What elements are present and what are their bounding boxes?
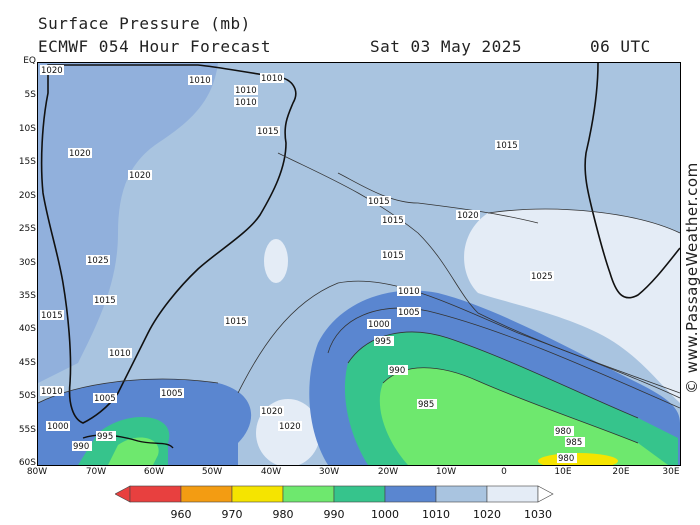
legend-label: 1020: [473, 508, 501, 521]
isobar-label: 1010: [235, 98, 257, 108]
isobar-label: 995: [97, 432, 113, 442]
legend-label: 1030: [524, 508, 552, 521]
legend-swatch: [129, 485, 182, 503]
isobar-label: 1015: [382, 251, 404, 261]
isobar-label: 1005: [161, 389, 183, 399]
pressure-map: 1010 1010 1010 1010 1015 1015 1015 1015 …: [37, 62, 681, 466]
lon-label: 30E: [662, 467, 680, 477]
chart-title: Surface Pressure (mb): [38, 14, 251, 33]
lat-label: 60S: [18, 458, 36, 468]
africa-coastline: [584, 63, 680, 299]
legend-swatch: [231, 485, 284, 503]
pressure-field-svg: 1010 1010 1010 1010 1015 1015 1015 1015 …: [38, 63, 680, 465]
isobar-label: 985: [418, 400, 434, 410]
legend-label: 990: [323, 508, 345, 521]
isobar-label: 1020: [69, 149, 91, 159]
isobar-label: 1010: [41, 387, 63, 397]
model-label: ECMWF 054 Hour Forecast: [38, 37, 272, 56]
lon-label: 50W: [201, 467, 223, 477]
lat-label: 25S: [18, 224, 36, 234]
isobar-label: 1025: [531, 272, 553, 282]
isobar-label: 1010: [261, 74, 283, 84]
lat-label: 45S: [18, 358, 36, 368]
isobar-label: 1025: [87, 256, 109, 266]
isobar-label: 1015: [496, 141, 518, 151]
isobar-label: 1015: [368, 197, 390, 207]
legend-swatch: [384, 485, 437, 503]
lat-label: 35S: [18, 291, 36, 301]
forecast-time: 06 UTC: [590, 37, 651, 56]
isobar-label: 1015: [225, 317, 247, 327]
isobar-label: 1010: [109, 349, 131, 359]
isobar-label: 1020: [457, 211, 479, 221]
lat-label: 10S: [18, 124, 36, 134]
lat-label: 5S: [24, 90, 36, 100]
high-pressure-zone: [464, 209, 680, 403]
legend-label: 980: [272, 508, 294, 521]
lat-label: EQ: [23, 56, 36, 66]
lon-label: 10W: [435, 467, 457, 477]
legend-swatch: [486, 485, 539, 503]
lat-label: 55S: [18, 425, 36, 435]
low-990-band: [379, 367, 668, 465]
isobar-label: 1005: [398, 308, 420, 318]
sw-low-990: [108, 437, 159, 465]
south-america-coastline: [40, 64, 297, 424]
isobar-label: 990: [73, 442, 89, 452]
isobar-label: 1000: [368, 320, 390, 330]
legend-label: 1000: [371, 508, 399, 521]
isobar-label: 1015: [257, 127, 279, 137]
lon-label: 0: [501, 467, 507, 477]
legend-swatch: [282, 485, 335, 503]
island-high: [264, 239, 288, 283]
isobar-label: 1020: [41, 66, 63, 76]
isobar-label-group: 1010 1010 1010 1010 1015 1015 1015 1015 …: [40, 65, 585, 464]
forecast-date: Sat 03 May 2025: [370, 37, 522, 56]
isobar-label: 1015: [382, 216, 404, 226]
legend-swatch: [180, 485, 233, 503]
isobar-label: 1005: [94, 394, 116, 404]
legend-swatch: [435, 485, 488, 503]
isobar-label: 1000: [47, 422, 69, 432]
isobar-label: 1010: [398, 287, 420, 297]
legend-swatch: [333, 485, 386, 503]
isobar-label: 1010: [189, 76, 211, 86]
lon-label: 20W: [377, 467, 399, 477]
lon-label: 30W: [318, 467, 340, 477]
isobar-label: 985: [566, 438, 582, 448]
lon-label: 70W: [85, 467, 107, 477]
legend-label: 960: [170, 508, 192, 521]
andes-pressure-band: [38, 63, 218, 383]
isobar-label: 1015: [41, 311, 63, 321]
legend-arrow-low: [115, 485, 131, 503]
isobar-label: 990: [389, 366, 405, 376]
isobar-label: 1010: [235, 86, 257, 96]
legend-label: 1010: [422, 508, 450, 521]
isobar-label: 1020: [279, 422, 301, 432]
legend-arrow-high: [537, 485, 554, 503]
isobar-label: 1020: [261, 407, 283, 417]
lat-label: 15S: [18, 157, 36, 167]
lon-label: 10E: [554, 467, 572, 477]
lon-label: 60W: [143, 467, 165, 477]
watermark: © www.PassageWeather.com: [683, 162, 700, 394]
lat-label: 40S: [18, 324, 36, 334]
pressure-legend: [115, 485, 554, 503]
isobar-label: 1015: [94, 296, 116, 306]
lon-label: 20E: [612, 467, 630, 477]
isobar-label: 980: [558, 454, 574, 464]
lat-label: 50S: [18, 391, 36, 401]
lat-label: 30S: [18, 258, 36, 268]
lon-label: 40W: [260, 467, 282, 477]
lat-label: 20S: [18, 191, 36, 201]
legend-label: 970: [221, 508, 243, 521]
lon-label: 80W: [26, 467, 48, 477]
isobar-label: 1020: [129, 171, 151, 181]
isobar-label: 980: [555, 427, 571, 437]
isobar-label: 995: [375, 337, 391, 347]
